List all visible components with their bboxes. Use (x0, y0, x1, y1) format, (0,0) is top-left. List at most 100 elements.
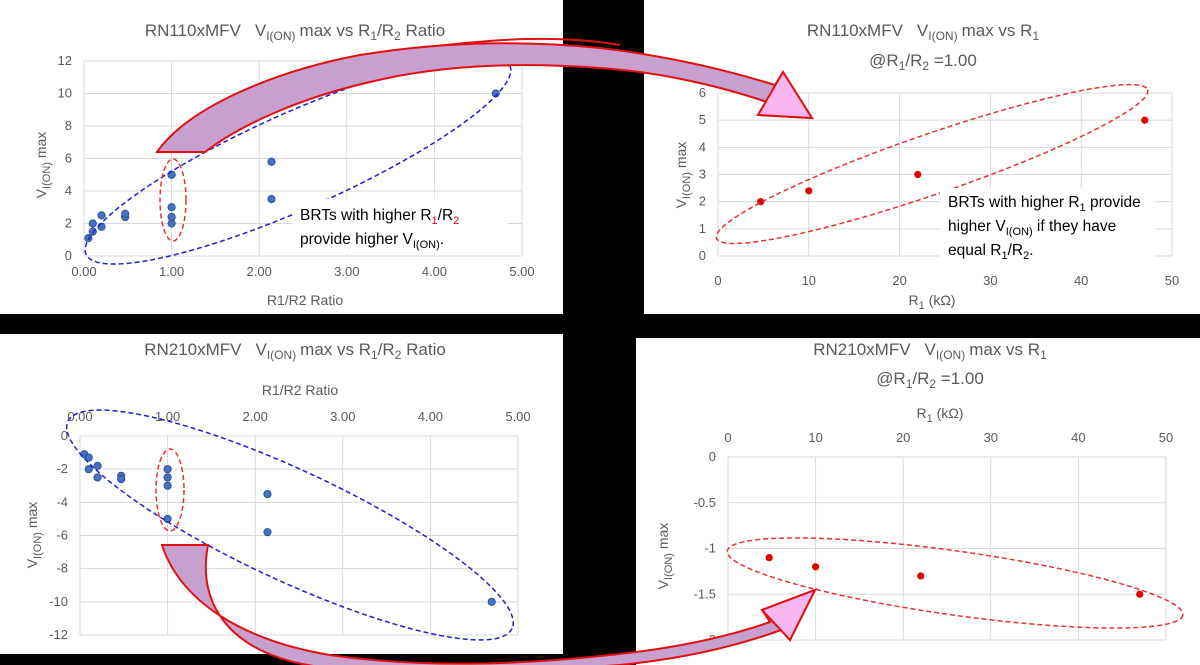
c2-ytick-6: 6 (699, 85, 706, 100)
panel-c2 (644, 0, 1200, 314)
c3-point-7 (163, 465, 172, 474)
c2-xtick-3: 30 (983, 273, 997, 288)
c2-ticks: 0 10 20 30 40 50 0 1 2 3 4 5 6 (699, 85, 1179, 288)
c2-ytick-1: 1 (699, 221, 706, 236)
c4-point-3 (1136, 590, 1144, 598)
panel-c3 (0, 334, 563, 654)
c4-xtick-2: 20 (896, 430, 910, 445)
c3-xtick-2: 2.00 (243, 409, 268, 424)
panel-c4 (636, 338, 1200, 665)
c4-ytick-2: -1 (704, 541, 716, 556)
c1-ytick-2: 4 (65, 183, 72, 198)
c3-xtick-5: 5.00 (505, 409, 530, 424)
c1-xtick-5: 5.00 (509, 264, 534, 279)
c3-ytick-3: -6 (56, 528, 68, 543)
c2-ytick-5: 5 (699, 112, 706, 127)
c1-title: RN110xMFV VI(ON) max vs R1/R2 Ratio (145, 21, 445, 43)
c3-xtick-4: 4.00 (418, 409, 443, 424)
c2-xtick-2: 20 (892, 273, 906, 288)
c4-xtick-5: 50 (1159, 430, 1173, 445)
c4-xtick-1: 10 (808, 430, 822, 445)
c4-ylabel: VI(ON) max (655, 523, 675, 590)
c4-xtick-3: 30 (984, 430, 998, 445)
c3-ylabel: VI(ON) max (24, 502, 44, 569)
c4-points (765, 554, 1144, 598)
c2-xtick-1: 10 (802, 273, 816, 288)
c1-ylabel: VI(ON) max (33, 132, 53, 199)
c4-gridlines (727, 456, 1167, 641)
c2-xtick-0: 0 (714, 273, 721, 288)
c3-point-1 (84, 453, 93, 462)
c4-ellipse-red (726, 537, 1184, 629)
c3-point-13 (487, 597, 496, 606)
c3-point-6 (117, 475, 126, 484)
c2-ylabel: VI(ON) max (673, 142, 693, 209)
c3-ytick-2: -4 (56, 494, 68, 509)
c1-annotation-line2: provide higher VI(ON). (300, 231, 444, 251)
chart-c4: RN210xMFV VI(ON) max vs R1 @R1/R2 =1.00 R1… (655, 340, 1184, 647)
c2-point-3 (1141, 116, 1149, 124)
c1-point-8 (167, 212, 176, 222)
c4-point-0 (765, 554, 773, 562)
arrow-bottom-head (760, 588, 818, 642)
c1-ytick-1: 2 (65, 216, 72, 231)
c3-point-11 (263, 489, 272, 499)
c3-ytick-4: -8 (56, 561, 68, 576)
c3-ellipse-red (155, 448, 185, 532)
c2-point-2 (914, 170, 922, 179)
c4-ytick-0: 0 (709, 449, 716, 464)
c1-point-3 (97, 222, 106, 231)
c1-point-12 (267, 195, 276, 204)
c4-subtitle: @R1/R2 =1.00 (876, 369, 984, 391)
c2-ytick-3: 3 (699, 167, 706, 182)
c3-point-8 (163, 473, 172, 482)
c3-ytick-6: -12 (49, 627, 68, 642)
c3-ytick-1: -2 (56, 461, 68, 476)
c1-point-2 (88, 219, 97, 228)
c3-ytick-5: -10 (49, 594, 68, 609)
c1-point-13 (267, 157, 276, 166)
arrow-bottom (160, 544, 818, 665)
c2-ytick-4: 4 (699, 139, 706, 154)
c3-point-2 (84, 465, 93, 474)
c2-annotation-line2: higher VI(ON) if they have (948, 218, 1116, 238)
c2-annotation-bg (940, 188, 1155, 264)
c2-point-1 (805, 187, 813, 195)
arrow-top-head (756, 70, 814, 120)
c3-ellipse-blue (65, 409, 515, 641)
c1-xtick-0: 0.00 (71, 264, 96, 279)
chart-c3: RN210xMFV VI(ON) max vs R1/R2 Ratio R1/R2 … (24, 340, 531, 642)
c3-point-12 (263, 528, 272, 537)
c4-point-1 (812, 563, 820, 571)
c4-title: RN210xMFV VI(ON) max vs R1 (813, 340, 1047, 362)
c2-subtitle: @R1/R2 =1.00 (869, 51, 977, 73)
c2-ytick-2: 2 (699, 194, 706, 209)
c2-title: RN110xMFV VI(ON) max vs R1 (807, 21, 1040, 43)
c1-xlabel: R1/R2 Ratio (267, 292, 343, 308)
c1-ytick-4: 8 (65, 118, 72, 133)
c1-annotation-line1: BRTs with higher R1/R2 (300, 207, 459, 227)
c1-annotation-bg (293, 199, 508, 254)
c1-point-6 (121, 209, 130, 218)
arrow-top (155, 37, 814, 153)
c2-xlabel: R1 (kΩ) (909, 292, 956, 312)
c1-ellipse-red (159, 158, 187, 242)
chart-c1: RN110xMFV VI(ON) max vs R1/R2 Ratio 0.00 1.… (33, 21, 535, 308)
c1-point-4 (97, 211, 106, 220)
c3-xtick-1: 1.00 (155, 409, 180, 424)
c2-ytick-0: 0 (699, 248, 706, 263)
c1-ticks: 0.00 1.00 2.00 3.00 4.00 5.00 0 2 4 6 8 10 12 (58, 53, 535, 279)
c2-xtick-4: 40 (1074, 273, 1088, 288)
c1-ytick-6: 12 (58, 53, 72, 68)
c3-xtick-3: 3.00 (330, 409, 355, 424)
c4-ytick-3: -1.5 (694, 586, 716, 601)
c1-xtick-3: 3.00 (334, 264, 359, 279)
c1-ytick-0: 0 (65, 248, 72, 263)
c1-ytick-5: 10 (58, 86, 72, 101)
c2-annotation-line3: equal R1/R2. (948, 242, 1034, 262)
c2-xtick-5: 50 (1165, 273, 1179, 288)
c2-annotation-line1: BRTs with higher R1 provide (948, 194, 1141, 214)
c4-xlabel: R1 (kΩ) (917, 405, 964, 425)
c3-point-3 (93, 461, 102, 470)
c4-ytick-1: -0.5 (694, 495, 716, 510)
